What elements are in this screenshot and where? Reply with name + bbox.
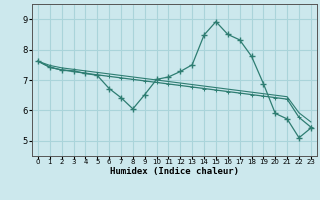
- X-axis label: Humidex (Indice chaleur): Humidex (Indice chaleur): [110, 167, 239, 176]
